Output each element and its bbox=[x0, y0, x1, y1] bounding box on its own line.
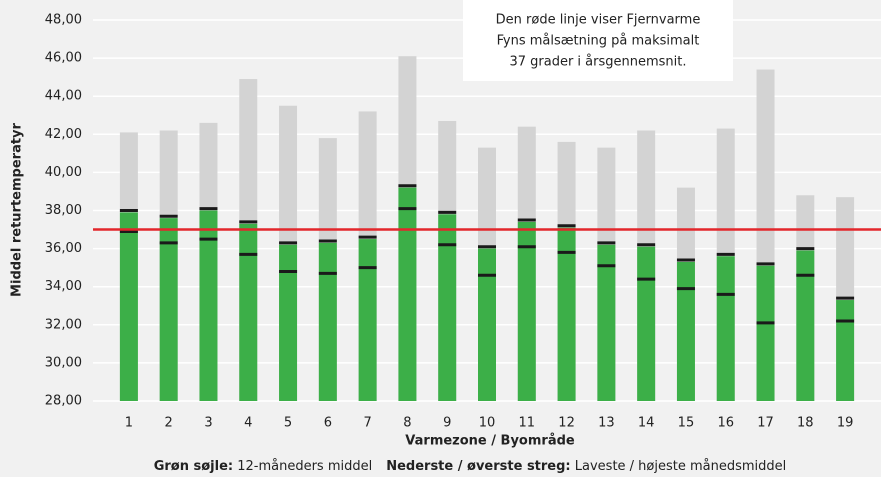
x-tick-label: 15 bbox=[678, 416, 695, 431]
mean-bar bbox=[438, 214, 457, 401]
mean-bar bbox=[199, 210, 218, 401]
y-tick-label: 28,00 bbox=[45, 394, 82, 409]
legend-key: Nederste / øverste streg: bbox=[386, 459, 570, 474]
mean-bar bbox=[478, 248, 496, 401]
mean-bar bbox=[716, 256, 735, 401]
mean-bar bbox=[358, 239, 377, 401]
x-tick-label: 8 bbox=[403, 416, 411, 431]
x-tick-label: 17 bbox=[757, 416, 774, 431]
mean-bar bbox=[517, 221, 536, 401]
annotation-text: Den røde linje viser Fjernvarme bbox=[496, 13, 701, 28]
mean-bar bbox=[557, 227, 576, 401]
mean-bar bbox=[398, 187, 417, 401]
mean-bar bbox=[836, 300, 855, 401]
mean-bar bbox=[159, 218, 178, 401]
mean-bar bbox=[796, 250, 815, 401]
x-tick-label: 16 bbox=[717, 416, 734, 431]
y-tick-label: 30,00 bbox=[45, 355, 82, 370]
y-tick-label: 34,00 bbox=[45, 279, 82, 294]
x-tick-label: 12 bbox=[558, 416, 575, 431]
mean-bar bbox=[637, 246, 656, 401]
x-tick-label: 11 bbox=[519, 416, 536, 431]
y-tick-label: 32,00 bbox=[45, 317, 82, 332]
y-tick-label: 44,00 bbox=[45, 89, 82, 104]
annotation-box bbox=[463, 0, 733, 81]
mean-bar bbox=[318, 242, 337, 401]
x-tick-label: 18 bbox=[797, 416, 814, 431]
x-tick-label: 13 bbox=[598, 416, 615, 431]
y-tick-label: 38,00 bbox=[45, 203, 82, 218]
x-tick-label: 9 bbox=[443, 416, 451, 431]
y-axis-title: Middel returtemperatyr bbox=[10, 122, 25, 296]
legend-text: 12-måneders middel bbox=[233, 459, 372, 474]
x-tick-label: 4 bbox=[244, 416, 252, 431]
x-tick-label: 7 bbox=[363, 416, 371, 431]
x-tick-label: 19 bbox=[837, 416, 854, 431]
annotation-text: Fyns målsætning på maksimalt bbox=[497, 34, 700, 49]
mean-bar bbox=[279, 244, 298, 401]
x-axis-title: Varmezone / Byområde bbox=[405, 434, 575, 449]
y-tick-label: 42,00 bbox=[45, 127, 82, 142]
x-tick-label: 3 bbox=[204, 416, 212, 431]
legend-key: Grøn søjle: bbox=[154, 459, 233, 474]
x-tick-label: 10 bbox=[479, 416, 496, 431]
y-tick-label: 46,00 bbox=[45, 51, 82, 66]
x-tick-label: 6 bbox=[324, 416, 332, 431]
legend-text: Laveste / højeste månedsmiddel bbox=[571, 459, 787, 474]
y-tick-label: 48,00 bbox=[45, 13, 82, 28]
y-tick-label: 36,00 bbox=[45, 241, 82, 256]
mean-bar bbox=[597, 244, 616, 401]
y-tick-label: 40,00 bbox=[45, 165, 82, 180]
mean-bar bbox=[756, 265, 775, 401]
x-tick-label: 5 bbox=[284, 416, 292, 431]
mean-bar bbox=[676, 261, 695, 401]
mean-bar bbox=[239, 223, 258, 401]
x-tick-label: 14 bbox=[638, 416, 655, 431]
x-tick-label: 1 bbox=[125, 416, 133, 431]
x-tick-label: 2 bbox=[165, 416, 173, 431]
annotation-text: 37 grader i årsgennemsnit. bbox=[509, 55, 686, 70]
legend: Grøn søjle: 12-måneders middel Nederste /… bbox=[154, 459, 787, 474]
mean-bar bbox=[119, 212, 138, 401]
